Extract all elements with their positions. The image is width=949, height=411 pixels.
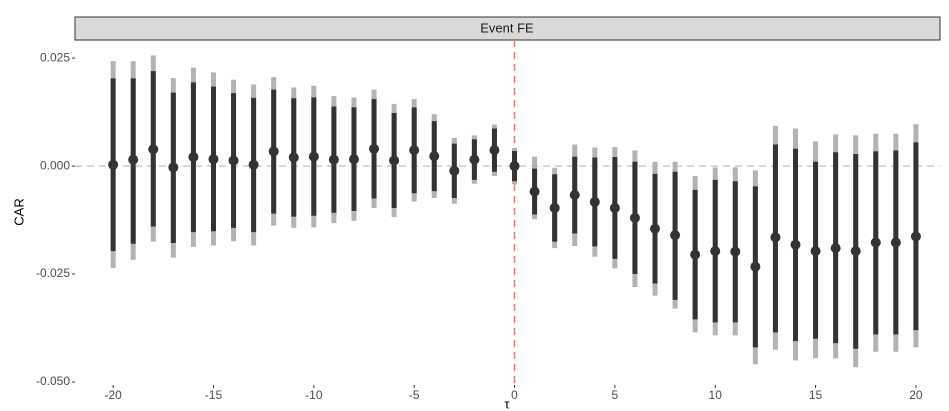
x-tick-label: -15: [205, 388, 223, 402]
estimate-point: [128, 154, 139, 165]
estimate-point: [670, 230, 681, 241]
estimate-point: [308, 151, 319, 162]
x-tick-label: 5: [612, 388, 619, 402]
x-tick-label: 10: [709, 388, 723, 402]
estimate-point: [810, 246, 821, 257]
estimate-point: [549, 202, 560, 213]
estimate-point: [148, 144, 159, 155]
estimate-point: [429, 151, 440, 162]
estimate-point: [629, 212, 640, 223]
estimate-point: [268, 146, 279, 157]
estimate-point: [108, 159, 119, 170]
estimate-point: [248, 159, 259, 170]
y-tick-label: 0.025: [40, 50, 70, 64]
estimate-point: [589, 196, 600, 207]
estimate-point: [509, 161, 520, 172]
estimate-point: [228, 155, 239, 166]
x-tick-label: -5: [409, 388, 420, 402]
estimate-point: [389, 155, 400, 166]
panel-title: Event FE: [480, 20, 534, 35]
estimate-point: [870, 237, 881, 248]
y-tick-label: 0.000: [40, 158, 70, 172]
x-tick-label: 20: [909, 388, 923, 402]
estimate-point: [850, 246, 861, 257]
estimate-point: [348, 154, 359, 165]
estimate-point: [609, 202, 620, 213]
estimate-point: [529, 186, 540, 197]
x-tick-label: -10: [305, 388, 323, 402]
estimate-point: [328, 154, 339, 165]
estimate-point: [168, 162, 179, 173]
estimate-point: [288, 152, 299, 163]
x-axis-label: τ: [504, 396, 510, 411]
strip: [74, 16, 941, 41]
estimate-point: [710, 246, 721, 257]
estimate-point: [469, 154, 480, 165]
estimate-point: [409, 145, 420, 156]
y-tick-label: -0.050: [36, 374, 70, 388]
x-tick-label: -20: [104, 388, 122, 402]
estimate-point: [890, 237, 901, 248]
estimate-point: [650, 223, 661, 234]
y-axis-label: CAR: [11, 198, 26, 225]
estimate-point: [830, 243, 841, 254]
estimate-point: [369, 143, 380, 154]
estimate-point: [449, 165, 460, 176]
estimate-point: [569, 190, 580, 201]
estimate-point: [770, 232, 781, 243]
x-tick-label: 15: [809, 388, 823, 402]
estimate-point: [489, 145, 500, 156]
estimate-point: [910, 231, 921, 242]
y-tick-label: -0.025: [36, 266, 70, 280]
estimate-point: [790, 239, 801, 250]
estimate-point: [750, 261, 761, 272]
estimate-point: [730, 246, 741, 257]
x-tick-label: 0: [511, 388, 518, 402]
estimate-point: [208, 154, 219, 165]
estimate-point: [188, 152, 199, 163]
estimate-point: [690, 249, 701, 260]
